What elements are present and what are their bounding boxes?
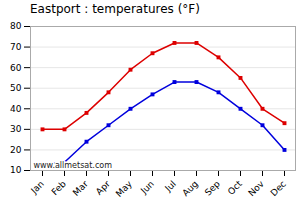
svg-text:50: 50: [10, 83, 22, 93]
svg-text:Jun: Jun: [138, 179, 156, 197]
svg-text:20: 20: [10, 145, 22, 155]
html-text:Eastport : temperatures (°F): Eastport : temperatures (°F): [30, 2, 200, 16]
svg-text:70: 70: [10, 42, 22, 52]
svg-text:30: 30: [10, 124, 22, 134]
svg-text:www.allmetsat.com: www.allmetsat.com: [34, 161, 113, 170]
svg-text:Sep: Sep: [203, 179, 222, 198]
svg-text:60: 60: [10, 63, 22, 73]
svg-text:Feb: Feb: [50, 179, 69, 198]
svg-text:May: May: [114, 178, 135, 199]
svg-text:10: 10: [10, 165, 22, 175]
svg-text:Aug: Aug: [180, 179, 200, 199]
svg-text:Jul: Jul: [162, 179, 177, 194]
svg-text:40: 40: [10, 104, 22, 114]
svg-text:Apr: Apr: [94, 179, 112, 197]
svg-text:Oct: Oct: [226, 178, 244, 196]
svg-text:Nov: Nov: [246, 178, 266, 198]
svg-text:Jan: Jan: [28, 179, 46, 197]
svg-text:80: 80: [10, 21, 22, 31]
svg-text:Dec: Dec: [269, 179, 288, 198]
svg-text:Mar: Mar: [71, 178, 90, 197]
